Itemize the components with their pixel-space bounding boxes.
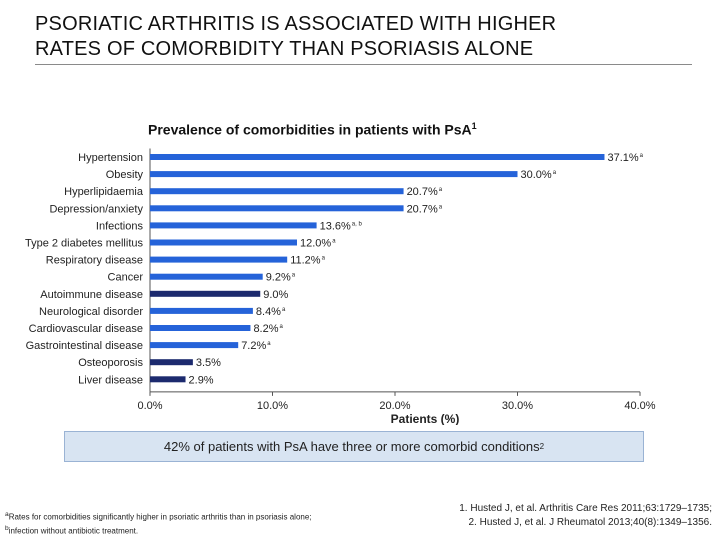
footnote-marker-b: b bbox=[5, 524, 9, 532]
bar bbox=[150, 290, 261, 297]
x-tick-label: 30.0% bbox=[502, 400, 533, 412]
significance-marker: a bbox=[332, 239, 336, 245]
category-label: Respiratory disease bbox=[46, 255, 143, 267]
bar bbox=[150, 222, 317, 229]
data-label: 12.0% bbox=[300, 238, 331, 250]
footnote-text-b: infection without antibiotic treatment. bbox=[8, 526, 139, 536]
significance-marker: a bbox=[292, 273, 296, 279]
footnote-text-a: Rates for comorbidities significantly hi… bbox=[8, 512, 312, 522]
category-label: Gastrointestinal disease bbox=[26, 340, 143, 352]
data-label: 3.5% bbox=[196, 357, 221, 369]
data-label: 7.2% bbox=[241, 340, 266, 352]
significance-marker: a bbox=[553, 170, 557, 176]
bar bbox=[150, 256, 288, 263]
summary-text: 42% of patients with PsA have three or m… bbox=[163, 439, 540, 454]
bar bbox=[150, 273, 263, 280]
category-label: Type 2 diabetes mellitus bbox=[25, 238, 144, 250]
chart-title-text: Prevalence of comorbidities in patients … bbox=[148, 121, 472, 138]
summary-reference: 2 bbox=[539, 442, 545, 451]
data-label: 20.7% bbox=[407, 203, 438, 215]
data-label: 8.4% bbox=[256, 306, 281, 318]
significance-marker: a bbox=[282, 307, 286, 313]
summary-callout: 42% of patients with PsA have three or m… bbox=[64, 431, 644, 462]
significance-marker: a bbox=[640, 153, 644, 159]
data-label: 30.0% bbox=[521, 169, 552, 181]
significance-marker: a bbox=[439, 204, 443, 210]
x-tick-label: 40.0% bbox=[624, 400, 655, 412]
category-label: Neurological disorder bbox=[39, 306, 143, 318]
significance-marker: a bbox=[267, 341, 271, 347]
data-label: 2.9% bbox=[189, 374, 214, 386]
significance-marker: a, b bbox=[352, 221, 363, 227]
bar bbox=[150, 154, 605, 160]
data-label: 37.1% bbox=[607, 152, 638, 164]
bar bbox=[150, 188, 404, 195]
data-label: 8.2% bbox=[253, 323, 278, 335]
category-label: Obesity bbox=[106, 169, 144, 181]
data-label: 11.2% bbox=[290, 255, 321, 267]
data-label: 9.0% bbox=[263, 289, 288, 301]
category-label: Hyperlipidaemia bbox=[64, 186, 144, 198]
significance-marker: a bbox=[280, 324, 284, 330]
slide-title: PSORIATIC ARTHRITIS IS ASSOCIATED WITH H… bbox=[35, 12, 695, 62]
reference-1: 1. Husted J, et al. Arthritis Care Res 2… bbox=[459, 503, 712, 514]
reference-2: 2. Husted J, et al. J Rheumatol 2013;40(… bbox=[468, 517, 713, 528]
bar bbox=[150, 325, 251, 331]
x-axis-title: Patients (%) bbox=[391, 412, 460, 425]
category-label: Infections bbox=[96, 220, 144, 232]
footnote: aRates for comorbidities significantly h… bbox=[5, 509, 345, 536]
title-divider bbox=[35, 64, 692, 65]
category-label: Liver disease bbox=[78, 374, 143, 386]
bar bbox=[150, 342, 239, 349]
category-label: Cancer bbox=[108, 272, 144, 284]
bar bbox=[150, 376, 186, 383]
bar bbox=[150, 307, 253, 314]
x-tick-label: 0.0% bbox=[137, 400, 162, 412]
bar bbox=[150, 239, 297, 246]
category-label: Cardiovascular disease bbox=[29, 323, 143, 335]
significance-marker: a bbox=[322, 256, 326, 262]
category-label: Hypertension bbox=[78, 152, 143, 164]
x-tick-label: 20.0% bbox=[379, 400, 410, 412]
chart-title: Prevalence of comorbidities in patients … bbox=[148, 121, 477, 138]
data-label: 20.7% bbox=[407, 186, 438, 198]
bar bbox=[150, 171, 518, 178]
data-label: 9.2% bbox=[266, 272, 291, 284]
bar bbox=[150, 205, 404, 212]
slide-title-line-2: RATES OF COMORBIDITY THAN PSORIASIS ALON… bbox=[35, 38, 534, 60]
footnote-marker-a: a bbox=[5, 511, 9, 518]
slide-title-line-1: PSORIATIC ARTHRITIS IS ASSOCIATED WITH H… bbox=[35, 13, 557, 35]
references: 1. Husted J, et al. Arthritis Care Res 2… bbox=[382, 502, 712, 530]
bar bbox=[150, 359, 193, 366]
x-tick-label: 10.0% bbox=[257, 400, 288, 412]
chart-title-reference: 1 bbox=[471, 121, 477, 131]
category-label: Autoimmune disease bbox=[40, 289, 143, 301]
data-label: 13.6% bbox=[320, 220, 351, 232]
category-label: Osteoporosis bbox=[78, 357, 143, 369]
significance-marker: a bbox=[439, 187, 443, 193]
category-label: Depression/anxiety bbox=[49, 203, 143, 215]
